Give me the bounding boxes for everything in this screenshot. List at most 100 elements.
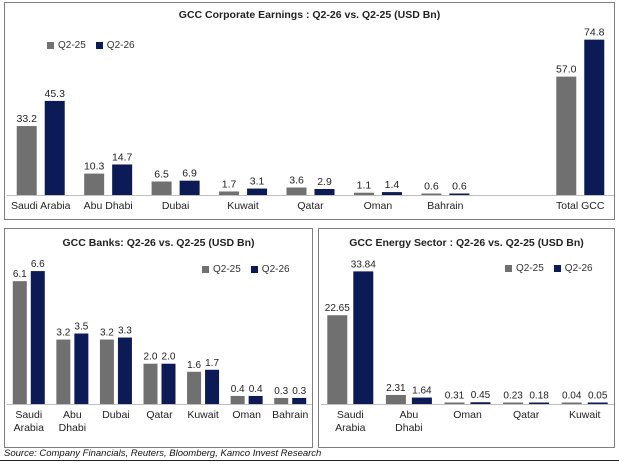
data-label: 3.5: [74, 322, 88, 333]
category-label-line: Dhabi: [59, 422, 86, 434]
bar-q2-25: [12, 281, 27, 404]
category-label: Saudi Arabia: [14, 409, 45, 434]
bar-q2-26: [529, 402, 550, 404]
data-label: 0.18: [529, 391, 549, 402]
data-label: 1.7: [205, 358, 219, 369]
bar-q2-26: [112, 164, 133, 195]
bar-q2-25: [274, 397, 289, 404]
category-label-line: Kuwait: [227, 200, 259, 212]
bar-q2-25: [151, 181, 172, 195]
data-label: 14.7: [112, 151, 133, 163]
chart-legend: Q2-25 Q2-26: [505, 263, 593, 274]
category-label-line: Oman: [232, 409, 261, 421]
legend-item-q2-26: Q2-26: [250, 264, 290, 275]
data-label: 0.04: [562, 391, 582, 402]
data-label: 3.6: [289, 175, 304, 187]
legend-item-q2-26: Q2-26: [553, 263, 593, 274]
data-label: 2.9: [317, 176, 332, 188]
bar-q2-25: [561, 402, 582, 404]
legend-swatch-q2-26: [95, 42, 103, 49]
legend-item-q2-25: Q2-25: [47, 40, 86, 51]
legend-item-q2-25: Q2-25: [505, 263, 544, 274]
data-label: 2.31: [386, 383, 406, 394]
data-label: 33.2: [17, 113, 38, 125]
category-label-line: Dubai: [102, 409, 129, 421]
category-label-line: Qatar: [513, 409, 540, 421]
legend-swatch-q2-26: [250, 266, 258, 273]
bar-q2-25: [385, 394, 406, 404]
bar-q2-26: [449, 193, 470, 195]
data-label: 0.3: [274, 386, 288, 397]
category-label-line: Kuwait: [187, 409, 219, 421]
bar-q2-26: [470, 402, 491, 404]
bar-q2-26: [205, 369, 220, 404]
bar-q2-25: [327, 315, 348, 404]
legend-swatch-q2-25: [202, 266, 209, 273]
legend-item-q2-25: Q2-25: [202, 264, 241, 275]
category-label: Saudi Arabia: [335, 409, 366, 434]
bar-q2-25: [444, 402, 465, 404]
data-label: 2.0: [162, 352, 176, 363]
bar-q2-25: [556, 76, 577, 195]
data-label: 0.4: [249, 384, 263, 395]
data-label: 0.23: [503, 391, 523, 402]
bar-q2-26: [44, 100, 65, 195]
legend-label: Q2-26: [261, 264, 290, 275]
legend-swatch-q2-26: [553, 265, 561, 272]
data-label: 0.05: [588, 391, 608, 402]
bar-q2-26: [353, 271, 374, 404]
data-label: 3.2: [100, 328, 114, 339]
energy-panel: GCC Energy Sector : Q2-26 vs. Q2-25 (USD…: [318, 228, 615, 448]
bar-q2-25: [84, 173, 105, 195]
data-label: 10.3: [84, 161, 105, 173]
chart-title: GCC Banks: Q2-26 vs. Q2-25 (USD Bn): [62, 237, 255, 249]
data-label: 33.84: [351, 259, 376, 270]
data-label: 1.1: [357, 180, 372, 192]
category-label: Kuwait: [187, 409, 219, 421]
data-label: 0.3: [292, 386, 306, 397]
category-label-line: Oman: [364, 200, 393, 212]
data-label: 2.0: [144, 352, 158, 363]
category-label-line: Arabia: [335, 422, 366, 434]
data-label: 3.2: [56, 328, 70, 339]
category-label-line: Abu Dhabi: [84, 200, 133, 212]
legend-label: Q2-26: [106, 40, 135, 51]
data-label: 22.65: [325, 303, 350, 314]
bar-q2-26: [314, 188, 335, 195]
category-label: Dubai: [102, 409, 129, 421]
data-label: 6.9: [182, 168, 197, 180]
data-label: 57.0: [556, 64, 577, 76]
bottom-rule: [0, 460, 619, 461]
category-label: Abu Dhabi: [84, 200, 133, 212]
bar-q2-25: [503, 402, 524, 404]
bar-q2-25: [99, 339, 114, 404]
category-label-line: Qatar: [146, 409, 173, 421]
data-label: 0.6: [452, 181, 467, 193]
data-label: 1.4: [385, 179, 400, 191]
legend-label: Q2-25: [213, 264, 241, 275]
bar-q2-26: [411, 397, 432, 404]
bar-q2-26: [74, 333, 89, 404]
category-label-line: Qatar: [297, 200, 324, 212]
category-label: Dubai: [162, 200, 189, 212]
banks-panel: GCC Banks: Q2-26 vs. Q2-25 (USD Bn) Q2-2…: [4, 228, 313, 448]
bar-q2-26: [587, 402, 608, 404]
data-label: 1.64: [412, 386, 432, 397]
data-label: 6.1: [13, 269, 27, 280]
category-label-line: Dhabi: [395, 422, 422, 434]
legend-swatch-q2-25: [505, 265, 512, 272]
corporate-earnings-panel: GCC Corporate Earnings : Q2-26 vs. Q2-25…: [4, 2, 615, 220]
bar-q2-26: [292, 397, 307, 404]
category-label: Bahrain: [427, 200, 463, 212]
category-label: Oman: [232, 409, 261, 421]
energy-chart: 22.65 33.84 Saudi Arabia 2.31 1.64 Abu Dhabi 0.3…: [321, 259, 614, 434]
legend-label: Q2-25: [58, 40, 86, 51]
chart-legend: Q2-25 Q2-26: [202, 264, 290, 275]
category-label-line: Saudi: [15, 409, 42, 421]
category-label: Abu Dhabi: [59, 409, 86, 434]
data-label: 3.1: [250, 176, 265, 188]
data-label: 1.7: [222, 178, 237, 190]
category-label-line: Oman: [453, 409, 482, 421]
category-label: Qatar: [297, 200, 324, 212]
data-label: 6.5: [154, 169, 169, 181]
